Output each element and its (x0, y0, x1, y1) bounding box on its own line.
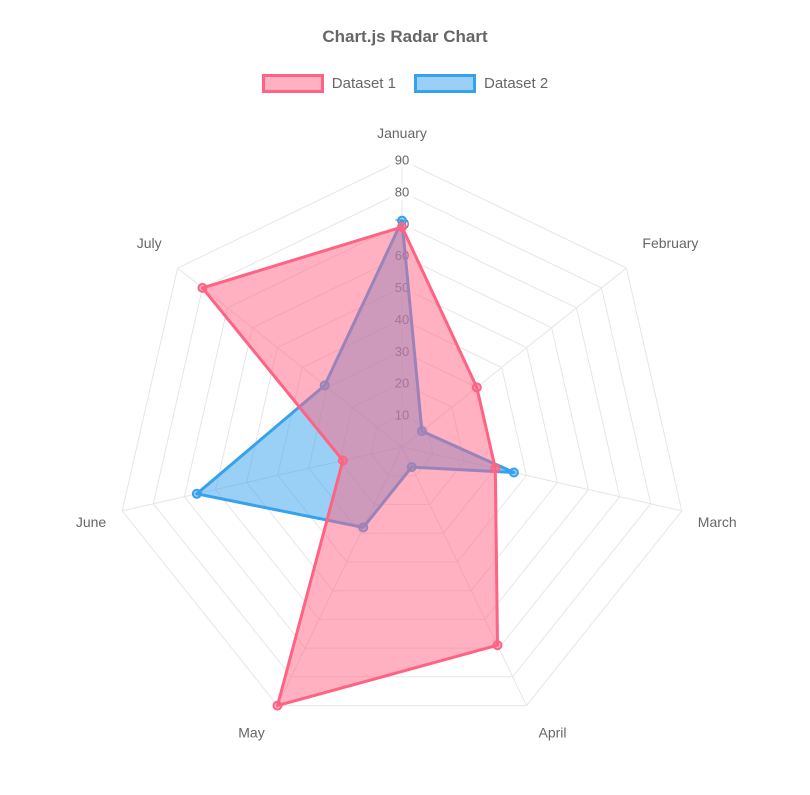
axis-label-february: February (642, 235, 698, 251)
data-point-dataset-1-may[interactable] (272, 700, 283, 711)
axis-label-july: July (137, 235, 162, 251)
axis-label-march: March (698, 514, 737, 530)
axis-label-january: January (377, 125, 427, 141)
tick-backdrop (390, 151, 414, 169)
data-point-dataset-1-march[interactable] (490, 463, 501, 474)
legend-label-dataset-1: Dataset 1 (331, 75, 396, 92)
data-point-dataset-1-april[interactable] (492, 640, 503, 651)
data-point-dataset-1-july[interactable] (197, 282, 208, 293)
data-point-dataset-1-january[interactable] (397, 222, 407, 232)
data-point-dataset-1-february[interactable] (471, 382, 482, 393)
grid-ring (121, 159, 683, 707)
chart-title: Chart.js Radar Chart (322, 27, 488, 46)
dataset-1-layer (197, 222, 503, 711)
axis-label-april: April (538, 725, 566, 741)
tick-label-90: 90 (395, 153, 409, 168)
legend-item-dataset-1[interactable]: Dataset 1 (261, 74, 396, 93)
legend-swatch-dataset-1 (261, 74, 324, 93)
axis-label-may: May (238, 725, 264, 741)
dataset-1-area (201, 225, 499, 708)
tick-backdrop (390, 183, 414, 201)
axis-label-june: June (76, 514, 107, 530)
legend-item-dataset-2[interactable]: Dataset 2 (414, 74, 548, 93)
tick-label-80: 80 (395, 184, 409, 199)
legend-swatch-dataset-2 (414, 74, 476, 93)
legend-label-dataset-2: Dataset 2 (484, 75, 549, 92)
axis-labels: January February March April May June July (76, 125, 737, 741)
chart-legend: Dataset 1 Dataset 2 (0, 74, 810, 93)
data-point-dataset-2-june[interactable] (191, 488, 202, 499)
grid-ring (152, 191, 652, 678)
data-point-dataset-1-june[interactable] (337, 455, 348, 466)
data-point-dataset-2-march[interactable] (508, 467, 519, 478)
